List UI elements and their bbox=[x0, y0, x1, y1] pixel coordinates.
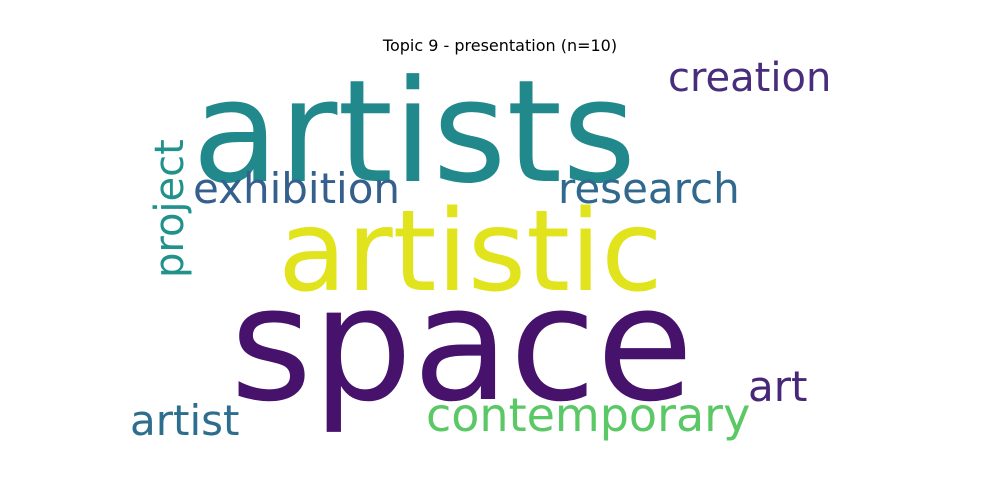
word-creation: creation bbox=[668, 55, 832, 101]
word-artistic: artistic bbox=[278, 187, 663, 317]
word-artist: artist bbox=[130, 396, 240, 445]
chart-title: Topic 9 - presentation (n=10) bbox=[382, 36, 618, 55]
word-space: space bbox=[230, 253, 694, 437]
word-contemporary: contemporary bbox=[426, 388, 751, 442]
word-artists: artists bbox=[192, 50, 637, 215]
word-research: research bbox=[558, 164, 740, 213]
word-art: art bbox=[748, 362, 808, 411]
word-exhibition: exhibition bbox=[193, 164, 401, 213]
word-project: project bbox=[147, 139, 193, 278]
